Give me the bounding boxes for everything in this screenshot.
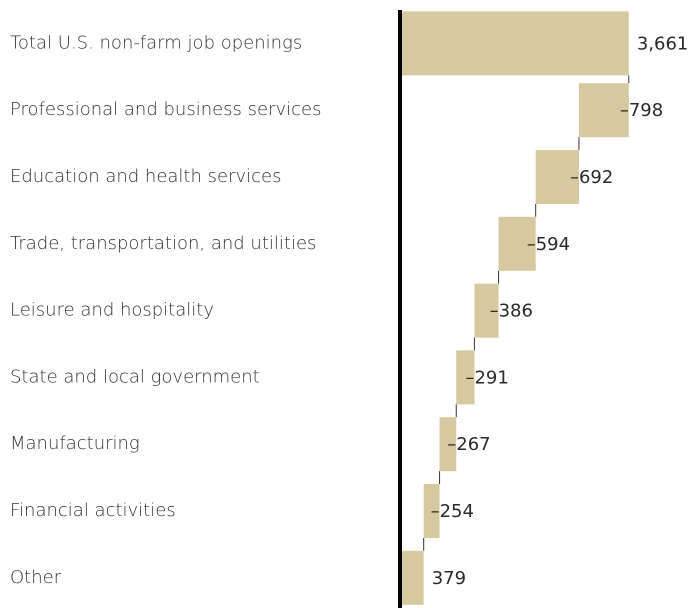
category-label: Leisure and hospitality [10, 300, 214, 321]
category-label: Other [10, 567, 62, 588]
bar [400, 11, 629, 76]
value-label: –692 [570, 167, 613, 188]
value-label: –254 [431, 501, 474, 522]
category-label: Trade, transportation, and utilities [10, 233, 316, 254]
bar [535, 150, 579, 204]
value-label: –386 [490, 301, 533, 322]
category-label: Financial activities [10, 500, 176, 521]
value-label: –267 [447, 434, 490, 455]
bar [474, 283, 499, 338]
value-label: 3,661 [637, 33, 689, 54]
bar [498, 216, 536, 271]
category-label: Manufacturing [10, 433, 140, 454]
category-label: Education and health services [10, 166, 281, 187]
bar [400, 550, 424, 605]
category-label: State and local government [10, 366, 260, 387]
value-label: –291 [465, 367, 508, 388]
bar [439, 417, 457, 472]
bar [578, 83, 629, 138]
value-label: –798 [620, 100, 663, 121]
value-label: –594 [527, 234, 570, 255]
category-label: Professional and business services [10, 99, 322, 120]
value-label: 379 [432, 568, 466, 589]
bar [456, 350, 475, 405]
category-label: Total U.S. non-farm job openings [10, 32, 302, 53]
bar [423, 484, 440, 538]
